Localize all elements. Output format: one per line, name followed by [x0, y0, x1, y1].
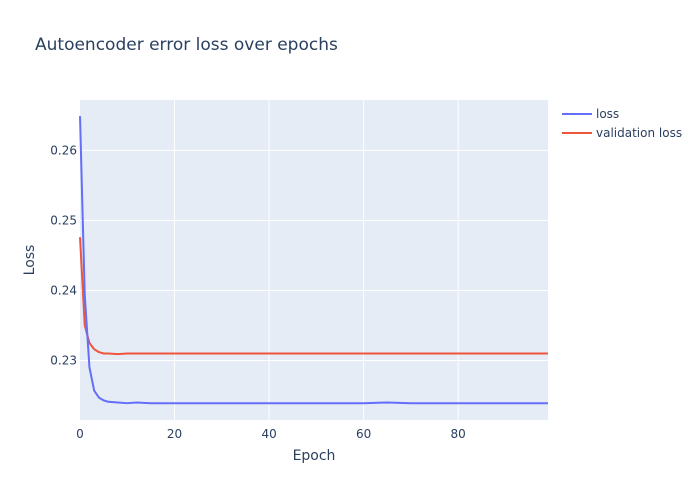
x-gridlines [174, 100, 459, 420]
x-tick-label: 20 [167, 427, 182, 441]
y-tick-label: 0.24 [50, 283, 77, 297]
y-axis-label: Loss [22, 245, 38, 276]
x-tick-labels: 0 20 40 60 80 [76, 427, 466, 441]
legend-item: loss [562, 107, 619, 121]
series-line-loss [79, 116, 548, 405]
chart-title: Autoencoder error loss over epochs [35, 35, 338, 55]
x-axis-label: Epoch [293, 448, 336, 464]
y-tick-label: 0.26 [50, 143, 77, 157]
x-tick-label: 80 [451, 427, 466, 441]
legend-item: validation loss [562, 126, 682, 140]
legend: loss validation loss [562, 107, 682, 140]
plot-area [80, 100, 548, 420]
x-tick-label: 0 [76, 427, 84, 441]
y-gridlines [80, 149, 548, 361]
series-lines [79, 116, 548, 405]
x-tick-label: 40 [261, 427, 276, 441]
legend-label: validation loss [596, 126, 682, 140]
y-tick-labels: 0.23 0.24 0.25 0.26 [50, 143, 77, 367]
y-tick-label: 0.25 [50, 213, 77, 227]
legend-label: loss [596, 107, 619, 121]
y-tick-label: 0.23 [50, 353, 77, 367]
x-tick-label: 60 [356, 427, 371, 441]
series-line-validation-loss [79, 237, 548, 356]
